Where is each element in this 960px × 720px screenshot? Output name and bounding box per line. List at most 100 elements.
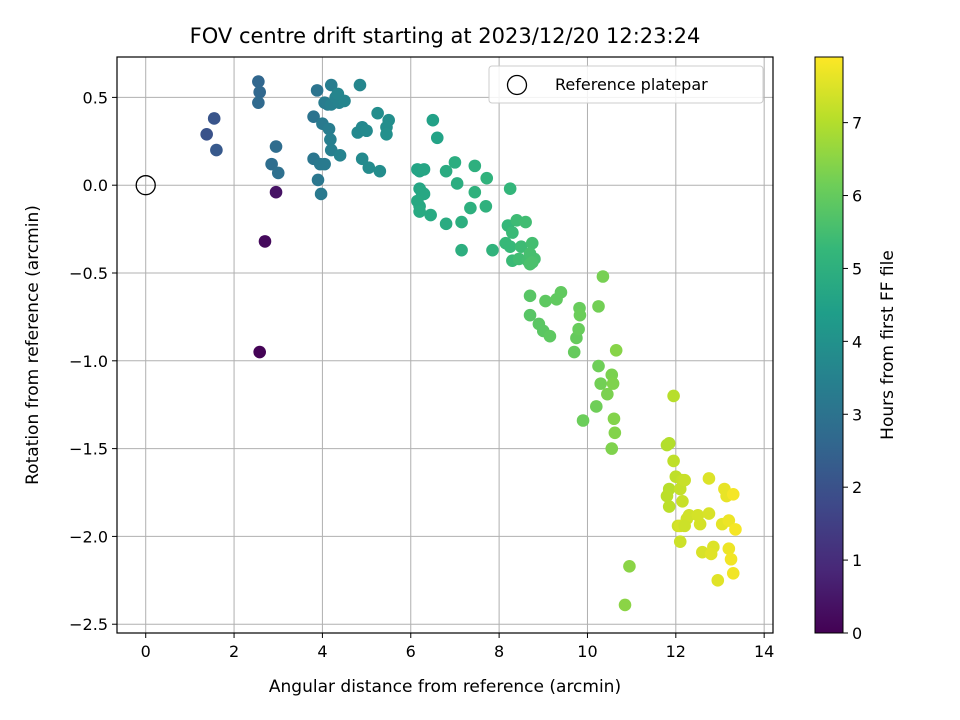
scatter-point — [503, 240, 517, 253]
scatter-point — [618, 598, 632, 612]
scatter-point — [662, 500, 676, 513]
colorbar-tick-label: 3 — [852, 405, 862, 424]
scatter-point — [486, 243, 499, 257]
y-axis-label: Rotation from reference (arcmin) — [23, 205, 43, 485]
scatter-point — [682, 509, 696, 522]
scatter-point — [525, 256, 539, 269]
scatter-point — [253, 85, 266, 99]
scatter-point — [592, 300, 605, 313]
scatter-point — [371, 106, 384, 120]
scatter-point — [265, 157, 278, 171]
colorbar: 0 1 2 3 4 5 6 7 Hours from first FF file — [814, 56, 898, 643]
scatter-point — [704, 547, 718, 561]
colorbar-tick-label: 4 — [852, 332, 862, 351]
scatter-point — [702, 507, 716, 520]
scatter-point — [353, 78, 367, 92]
legend-reference-marker-icon — [506, 74, 528, 96]
y-tick-label: −0.5 — [69, 264, 108, 283]
x-tick-label: 8 — [494, 642, 504, 661]
scatter-point — [269, 185, 283, 199]
scatter-point — [331, 87, 345, 101]
scatter-point — [439, 164, 453, 178]
x-axis-ticks: 0 2 4 6 8 10 12 14 — [141, 633, 774, 661]
scatter-point — [464, 201, 477, 215]
scatter-point — [623, 559, 636, 573]
scatter-point — [455, 215, 468, 229]
scatter-point — [606, 377, 620, 390]
scatter-point — [310, 84, 324, 97]
colorbar-tick-label: 0 — [852, 624, 862, 643]
scatter-point — [726, 566, 740, 580]
scatter-point — [318, 157, 331, 171]
scatter-point — [373, 164, 387, 178]
scatter-point — [673, 535, 687, 548]
scatter-point — [601, 387, 614, 401]
reference-point-marker — [135, 175, 156, 196]
scatter-point — [543, 329, 557, 343]
x-tick-label: 14 — [754, 642, 774, 661]
x-tick-label: 10 — [577, 642, 597, 661]
scatter-point — [523, 289, 537, 303]
y-tick-label: 0.0 — [83, 176, 108, 195]
scatter-point — [676, 494, 689, 508]
scatter-point — [693, 517, 707, 531]
y-tick-label: −1.5 — [69, 440, 108, 459]
scatter-point — [252, 96, 265, 109]
scatter-point — [455, 243, 468, 257]
scatter-point — [253, 345, 266, 359]
colorbar-tick-label: 5 — [852, 259, 862, 278]
x-tick-label: 6 — [406, 642, 416, 661]
scatter-point — [468, 159, 482, 173]
colorbar-gradient — [814, 56, 844, 634]
scatter-point — [324, 133, 337, 146]
legend-box — [488, 65, 764, 104]
scatter-point — [479, 199, 493, 213]
scatter-point — [594, 377, 608, 390]
scatter-point — [660, 489, 674, 503]
scatter-point — [360, 124, 373, 138]
chart-title: FOV centre drift starting at 2023/12/20 … — [190, 24, 701, 48]
scatter-point — [417, 163, 431, 176]
x-tick-label: 12 — [666, 642, 686, 661]
y-tick-label: −2.5 — [69, 615, 108, 634]
scatter-point — [439, 217, 453, 231]
data-points — [200, 75, 742, 612]
scatter-point — [269, 140, 283, 153]
y-tick-label: 0.5 — [83, 88, 108, 107]
scatter-point — [609, 343, 623, 357]
scatter-point — [576, 414, 590, 427]
colorbar-tick-label: 6 — [852, 187, 862, 206]
scatter-point — [430, 131, 444, 145]
colorbar-label: Hours from first FF file — [878, 250, 898, 440]
scatter-point — [380, 127, 393, 141]
colorbar-tick-label: 1 — [852, 551, 862, 570]
x-tick-label: 0 — [141, 642, 151, 661]
scatter-point — [724, 552, 738, 566]
scatter-point — [726, 487, 740, 501]
x-axis-label: Angular distance from reference (arcmin) — [269, 677, 621, 697]
scatter-point — [702, 472, 716, 485]
colorbar-tick-label: 7 — [852, 114, 862, 133]
scatter-point — [525, 236, 539, 250]
scatter-point — [722, 542, 736, 556]
scatter-point — [572, 322, 585, 336]
scatter-point — [506, 226, 519, 239]
scatter-point — [448, 156, 462, 169]
scatter-point — [314, 187, 328, 201]
y-tick-label: −1.0 — [69, 352, 108, 371]
scatter-point — [355, 152, 369, 166]
scatter-point — [307, 110, 320, 124]
x-tick-label: 2 — [229, 642, 239, 661]
scatter-point — [608, 426, 622, 440]
scatter-point — [554, 286, 568, 299]
scatter-point — [519, 215, 532, 229]
legend-label: Reference platepar — [555, 75, 708, 94]
scatter-point — [258, 235, 272, 248]
scatter-point — [450, 177, 464, 190]
y-tick-label: −2.0 — [69, 527, 108, 546]
scatter-point — [468, 185, 482, 199]
scatter-point — [210, 143, 223, 157]
reference-marker-layer — [135, 175, 156, 196]
